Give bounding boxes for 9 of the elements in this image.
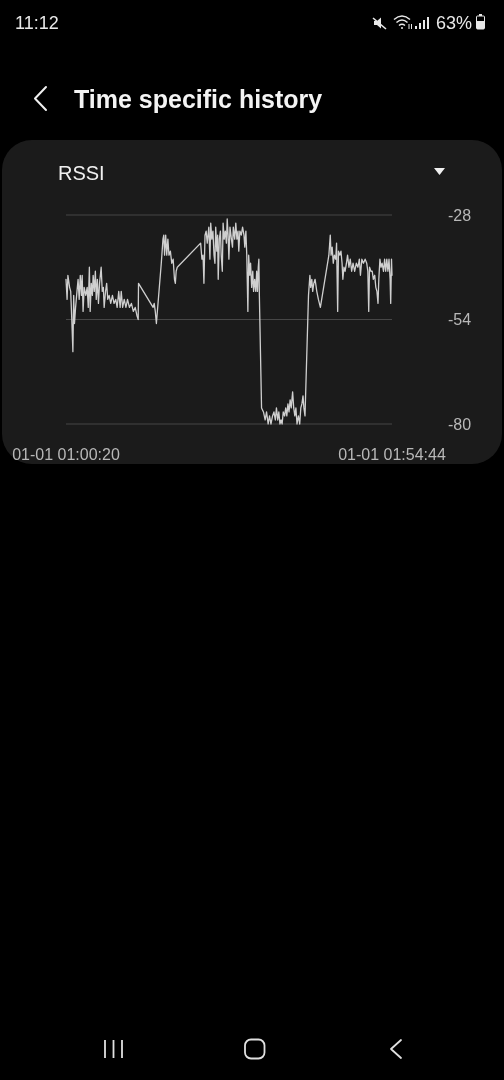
x-tick-label: 01-01 01:54:44 — [338, 446, 446, 463]
chart-title: Time specific history — [74, 85, 323, 113]
text: 11:12 — [15, 13, 59, 33]
y-tick-label: -80 — [448, 415, 472, 433]
x-tick-label: 01-01 01:00:20 — [12, 446, 120, 463]
text: 63% — [435, 13, 472, 33]
y-tick-label: -28 — [448, 206, 472, 224]
y-axis-title: RSSI — [58, 162, 105, 184]
y-tick-label: -54 — [448, 311, 472, 329]
